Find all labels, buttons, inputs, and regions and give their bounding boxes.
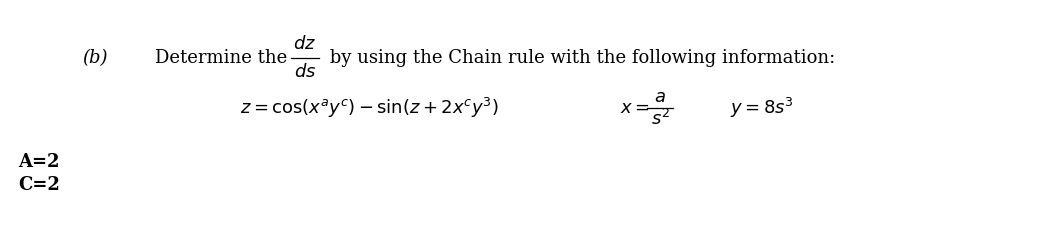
Text: C=2: C=2	[18, 176, 59, 194]
Text: $ds$: $ds$	[294, 63, 316, 81]
Text: by using the Chain rule with the following information:: by using the Chain rule with the followi…	[324, 49, 836, 67]
Text: $a$: $a$	[654, 88, 666, 106]
Text: $s^2$: $s^2$	[650, 109, 669, 129]
Text: $dz$: $dz$	[294, 35, 317, 53]
Text: Determine the: Determine the	[155, 49, 288, 67]
Text: $x = $: $x = $	[620, 99, 650, 117]
Text: A=2: A=2	[18, 153, 59, 171]
Text: $z = \cos (x^{a}y^{c}) - \sin (z + 2x^{c}y^{3})$: $z = \cos (x^{a}y^{c}) - \sin (z + 2x^{c…	[240, 96, 499, 120]
Text: (b): (b)	[82, 49, 107, 67]
Text: $y = 8s^{3}$: $y = 8s^{3}$	[730, 96, 794, 120]
